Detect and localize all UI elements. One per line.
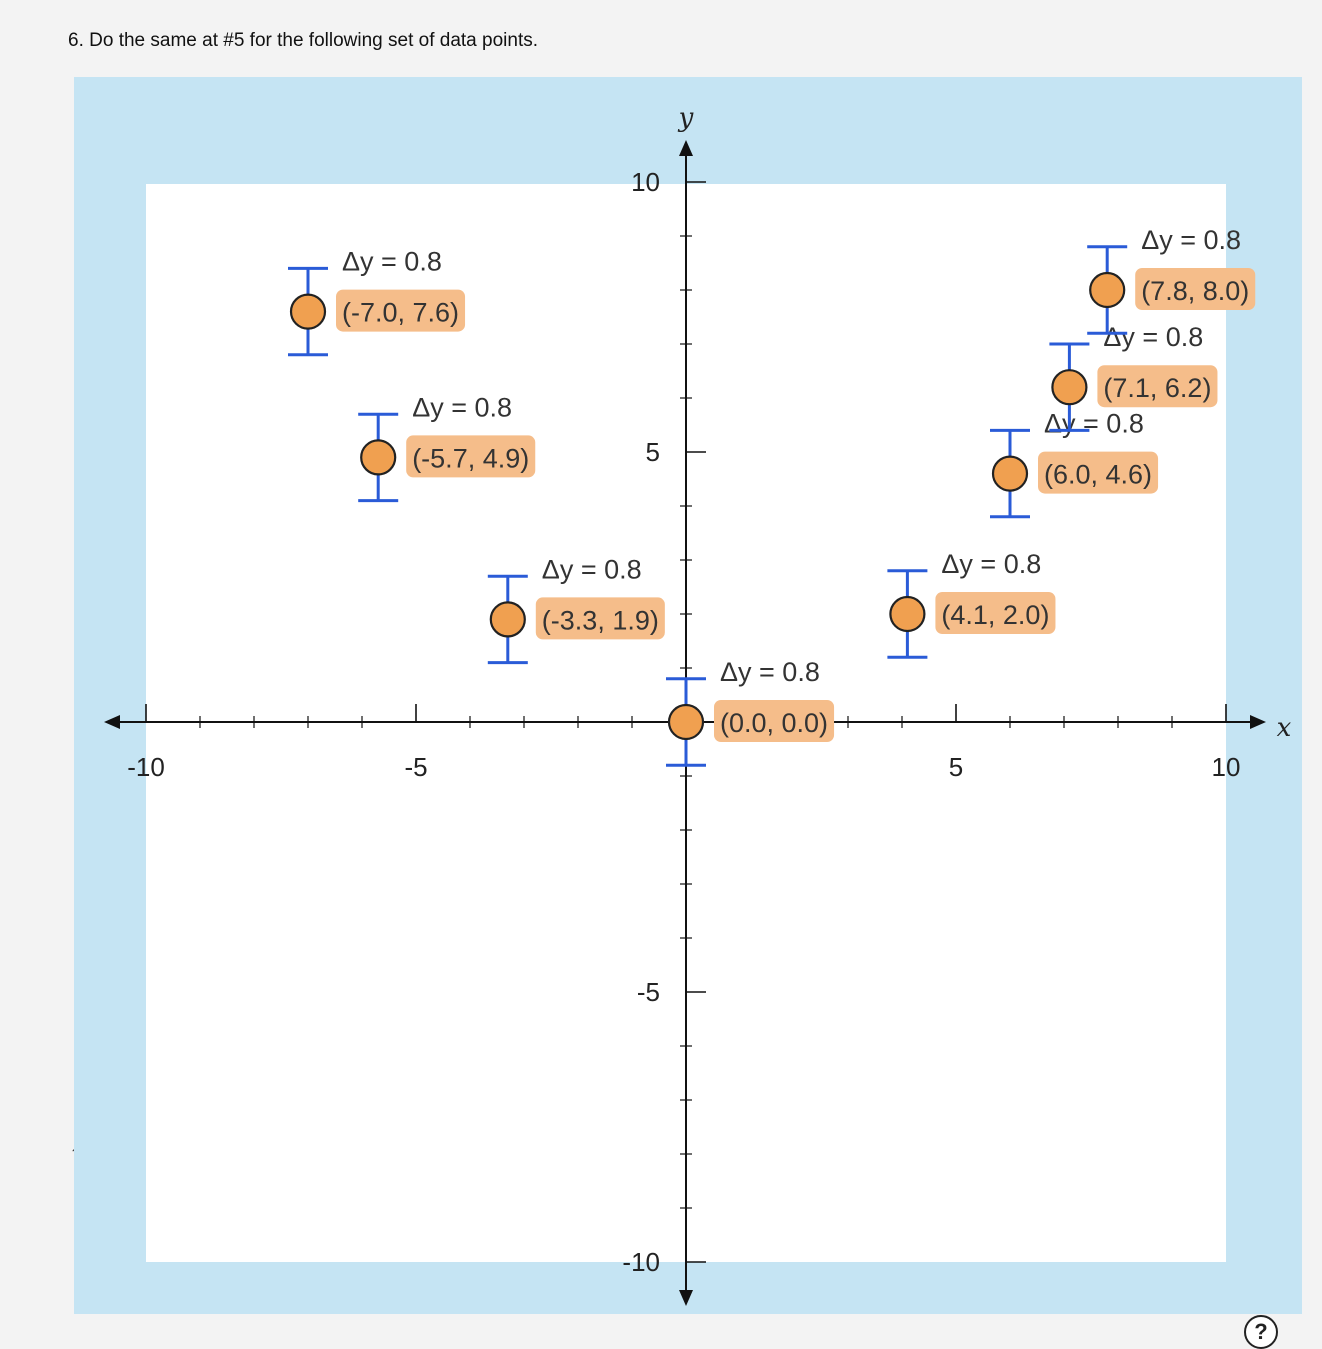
data-point xyxy=(1051,369,1088,406)
coord-label-bg xyxy=(714,700,835,742)
coord-label-bg xyxy=(935,592,1056,634)
coord-label: (-3.3, 1.9) xyxy=(542,605,659,635)
data-point-group[interactable]: (7.1, 6.2) Δy = 0.8 xyxy=(1049,322,1218,432)
coord-label: (7.8, 8.0) xyxy=(1141,276,1249,306)
data-point-group[interactable]: (-7.0, 7.6) Δy = 0.8 xyxy=(288,247,466,357)
coord-label-bg xyxy=(336,289,466,332)
coord-label-bg xyxy=(1038,451,1159,494)
coord-label: (7.1, 6.2) xyxy=(1103,373,1211,403)
x-tick-label: -10 xyxy=(127,752,165,782)
data-point-group[interactable]: (6.0, 4.6) Δy = 0.8 xyxy=(990,409,1159,519)
error-label: Δy = 0.8 xyxy=(1141,225,1241,255)
y-axis-arrow-up xyxy=(679,140,693,156)
x-tick-label: 10 xyxy=(1212,752,1241,782)
error-label: Δy = 0.8 xyxy=(1044,409,1144,439)
x-tick-label: -5 xyxy=(404,752,427,782)
data-point xyxy=(360,439,397,476)
error-label: Δy = 0.8 xyxy=(941,549,1041,579)
y-tick-label: 5 xyxy=(646,437,660,467)
question-circle-icon: ? xyxy=(1254,1319,1268,1344)
data-point-group[interactable]: (-5.7, 4.9) Δy = 0.8 xyxy=(358,392,536,503)
question-text: 6. Do the same at #5 for the following s… xyxy=(68,30,538,51)
error-label: Δy = 0.8 xyxy=(542,554,642,584)
y-tick-label: -5 xyxy=(637,977,660,1007)
data-point-group[interactable]: (-3.3, 1.9) Δy = 0.8 xyxy=(487,554,665,665)
data-point xyxy=(667,703,705,741)
coord-label-bg xyxy=(1097,365,1218,408)
y-axis-label: y xyxy=(678,103,694,133)
data-point xyxy=(991,455,1029,492)
coord-label: (4.1, 2.0) xyxy=(941,600,1049,630)
y-tick-label: 10 xyxy=(631,167,660,197)
y-tick-label: -10 xyxy=(622,1247,660,1277)
error-label: Δy = 0.8 xyxy=(720,657,820,687)
coord-label-bg xyxy=(406,435,536,478)
x-axis-arrow-left xyxy=(104,715,120,729)
x-axis-arrow-right xyxy=(1250,715,1266,729)
x-axis-label: x xyxy=(1277,713,1292,743)
data-point xyxy=(1089,271,1126,309)
data-point-group[interactable]: (0.0, 0.0) Δy = 0.8 xyxy=(666,657,835,767)
error-label: Δy = 0.8 xyxy=(342,247,442,277)
data-point xyxy=(889,595,926,633)
coord-label: (-5.7, 4.9) xyxy=(412,443,529,473)
data-point-group[interactable]: (7.8, 8.0) Δy = 0.8 xyxy=(1087,225,1256,335)
error-label: Δy = 0.8 xyxy=(1103,322,1203,352)
coord-label: (-7.0, 7.6) xyxy=(342,298,459,328)
data-point xyxy=(289,293,327,330)
help-button[interactable]: ? xyxy=(1244,1315,1278,1349)
coord-label: (6.0, 4.6) xyxy=(1044,460,1152,490)
data-point-group[interactable]: (4.1, 2.0) Δy = 0.8 xyxy=(887,549,1056,659)
y-axis-arrow-down xyxy=(679,1290,693,1306)
data-point xyxy=(489,601,526,638)
error-label: Δy = 0.8 xyxy=(412,392,512,422)
coord-label-bg xyxy=(1135,268,1256,310)
coord-label: (0.0, 0.0) xyxy=(720,708,828,738)
x-tick-label: 5 xyxy=(949,752,963,782)
coord-label-bg xyxy=(535,597,665,640)
